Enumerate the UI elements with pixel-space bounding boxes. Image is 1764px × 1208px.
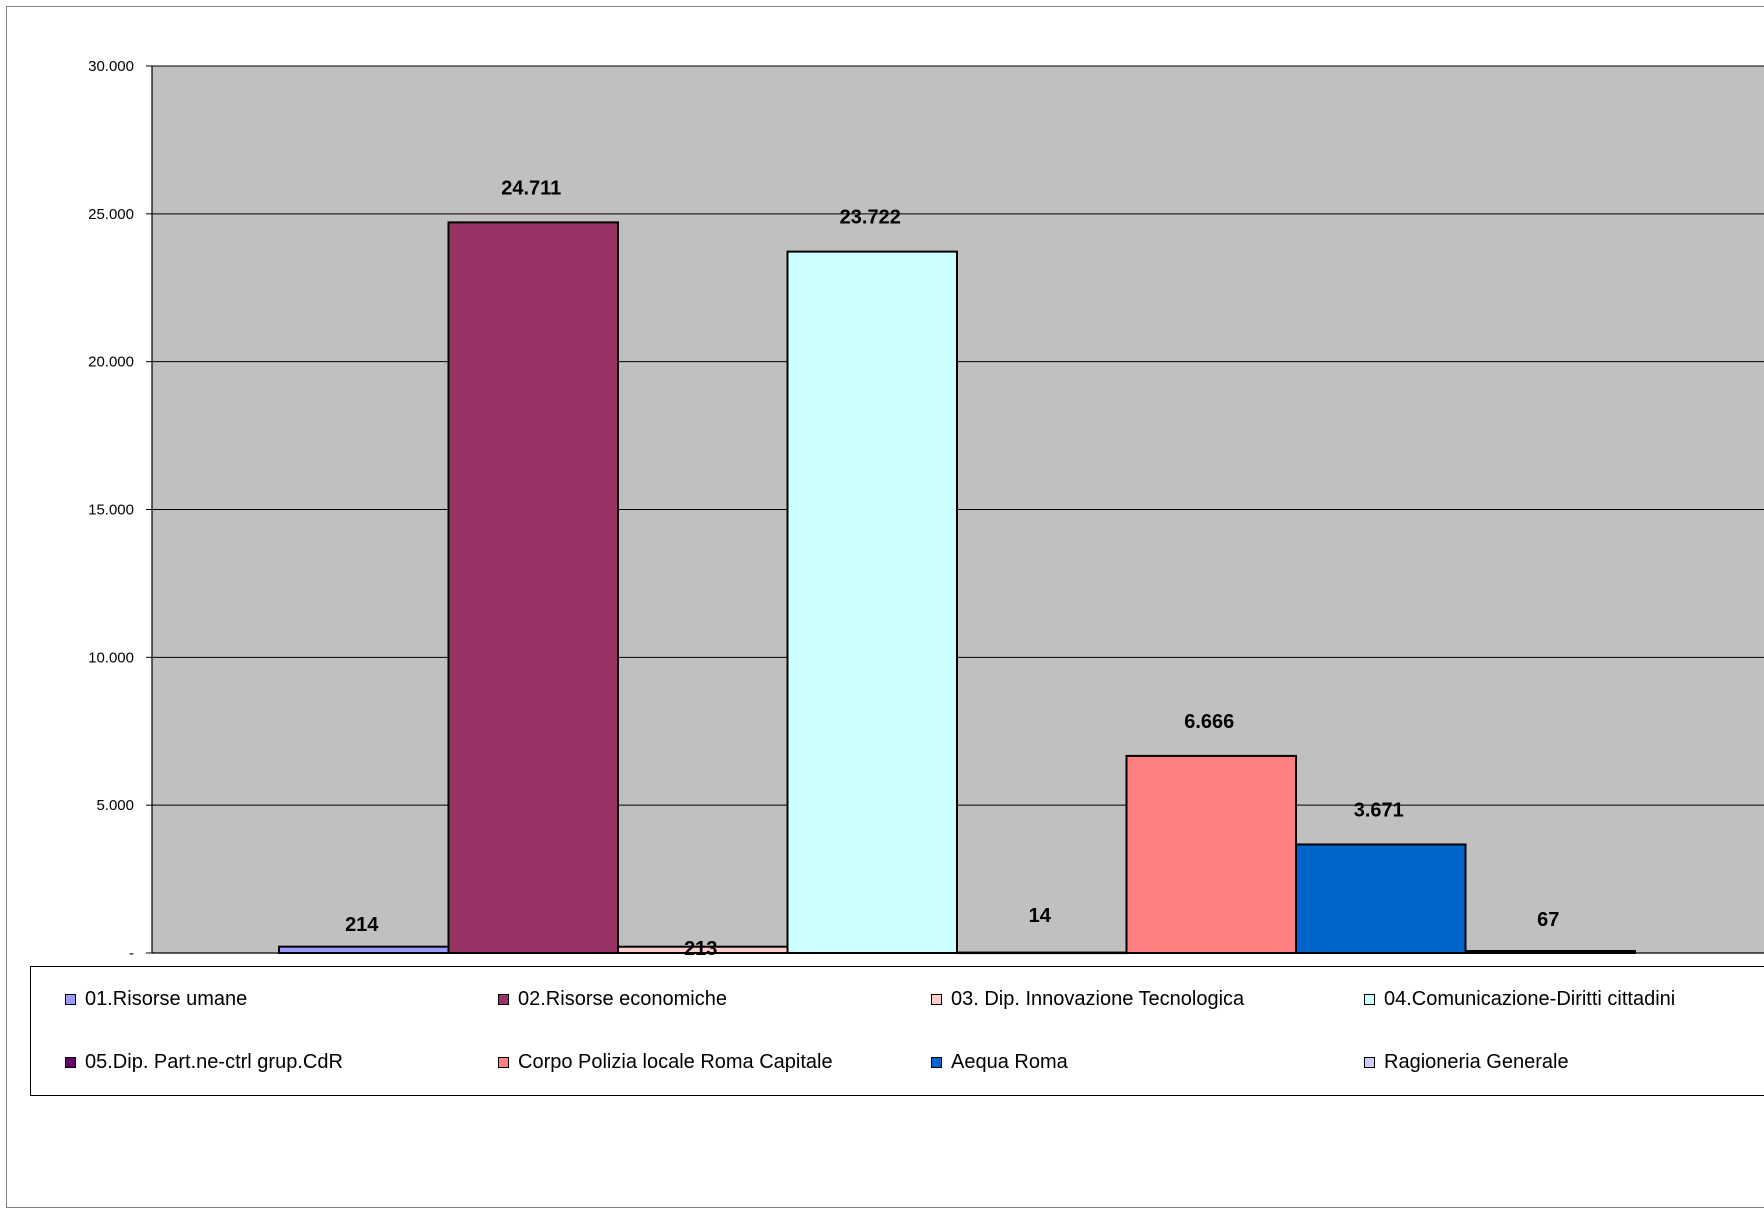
data-label: 23.722 bbox=[840, 207, 901, 229]
legend-item: 04.Comunicazione-Diritti cittadini bbox=[1364, 988, 1675, 1011]
bars bbox=[278, 221, 1636, 955]
y-tick-label: 20.000 bbox=[88, 354, 134, 371]
bar bbox=[1125, 754, 1297, 955]
bar bbox=[1295, 843, 1467, 954]
legend-swatch bbox=[931, 994, 942, 1005]
bar bbox=[278, 945, 450, 954]
legend-swatch bbox=[498, 994, 509, 1005]
y-tick-label: - bbox=[129, 945, 134, 960]
legend-label: 04.Comunicazione-Diritti cittadini bbox=[1384, 988, 1676, 1010]
legend-item: Corpo Polizia locale Roma Capitale bbox=[498, 1051, 833, 1074]
data-label: 3.671 bbox=[1354, 799, 1404, 821]
bar bbox=[786, 250, 958, 955]
legend-swatch bbox=[931, 1057, 942, 1068]
legend-swatch bbox=[65, 994, 76, 1005]
legend-label: 03. Dip. Innovazione Tecnologica bbox=[951, 988, 1245, 1010]
data-label: 67 bbox=[1537, 909, 1559, 931]
legend-swatch bbox=[65, 1057, 76, 1068]
legend-label: Ragioneria Generale bbox=[1384, 1051, 1569, 1073]
legend-item: 03. Dip. Innovazione Tecnologica bbox=[931, 988, 1244, 1011]
legend-label: 02.Risorse economiche bbox=[518, 988, 727, 1010]
y-tick-label: 25.000 bbox=[88, 206, 134, 223]
bar bbox=[956, 951, 1128, 955]
y-tick-label: 15.000 bbox=[88, 502, 134, 519]
y-tick-label: 30.000 bbox=[88, 58, 134, 75]
bar-chart: - 5.000 10.000 15.000 20.000 25.000 30.000 214… bbox=[88, 58, 1764, 960]
legend-label: Aequa Roma bbox=[951, 1051, 1068, 1073]
bar bbox=[447, 221, 619, 954]
data-label: 24.711 bbox=[501, 177, 561, 199]
legend-label: 05.Dip. Part.ne-ctrl grup.CdR bbox=[85, 1051, 343, 1073]
y-tick-label: 10.000 bbox=[88, 649, 134, 666]
legend-item: 02.Risorse economiche bbox=[498, 988, 727, 1011]
legend-label: Corpo Polizia locale Roma Capitale bbox=[518, 1051, 833, 1073]
legend: 01.Risorse umane 02.Risorse economiche 03.… bbox=[30, 966, 1764, 1096]
data-label: 214 bbox=[345, 914, 379, 936]
legend-swatch bbox=[1364, 1057, 1375, 1068]
legend-item: Ragioneria Generale bbox=[1364, 1051, 1569, 1074]
legend-item: 05.Dip. Part.ne-ctrl grup.CdR bbox=[65, 1051, 343, 1074]
legend-swatch bbox=[498, 1057, 509, 1068]
data-labels: 214 24.711 213 23.722 14 6.666 3.671 67 bbox=[345, 177, 1559, 960]
data-label: 213 bbox=[684, 938, 717, 960]
data-label: 14 bbox=[1029, 905, 1052, 927]
legend-item: Aequa Roma bbox=[931, 1051, 1068, 1074]
legend-swatch bbox=[1364, 994, 1375, 1005]
legend-label: 01.Risorse umane bbox=[85, 988, 248, 1010]
bar bbox=[1464, 950, 1636, 955]
data-label: 6.666 bbox=[1184, 711, 1234, 733]
y-tick-label: 5.000 bbox=[96, 797, 134, 814]
legend-item: 01.Risorse umane bbox=[65, 988, 247, 1011]
